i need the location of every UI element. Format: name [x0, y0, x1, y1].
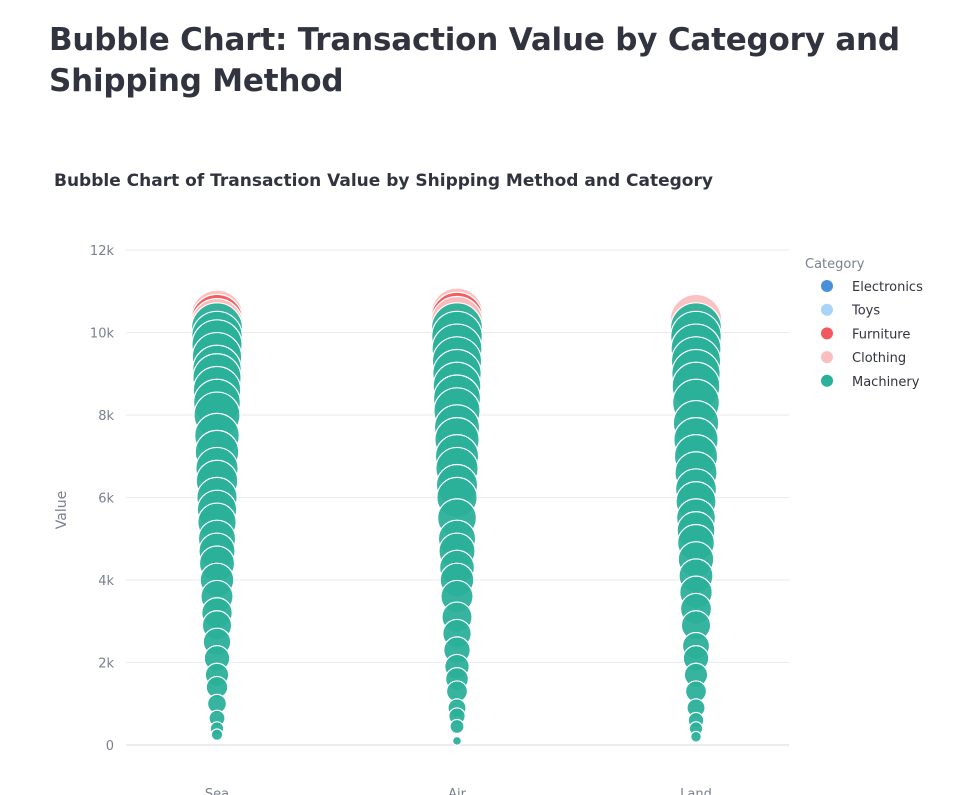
bubble-machinery: [210, 728, 224, 741]
legend-marker-toys: [821, 303, 833, 316]
bubble-machinery: [449, 718, 465, 735]
bubble-machinery: [690, 730, 702, 743]
y-tick-label: 6k: [98, 492, 114, 507]
x-tick-label: Sea: [205, 787, 229, 795]
legend-label-electronics: Electronics: [852, 280, 923, 295]
bubble-machinery: [452, 735, 462, 746]
legend-label-clothing: Clothing: [852, 351, 906, 366]
legend-title: Category: [805, 257, 865, 272]
y-axis-ticks: 0 2k 4k 6k 8k 10k 12k: [90, 244, 115, 754]
legend-label-furniture: Furniture: [852, 327, 910, 342]
legend-label-machinery: Machinery: [852, 375, 920, 390]
legend: Category Electronics Toys Furniture Clothin…: [805, 257, 923, 390]
chart-title: Bubble Chart of Transaction Value by Shi…: [54, 171, 713, 191]
legend-marker-electronics: [821, 280, 833, 292]
legend-marker-furniture: [821, 327, 833, 340]
y-axis-label: Value: [54, 491, 70, 529]
legend-marker-clothing: [821, 351, 833, 364]
bubbles: [190, 287, 723, 746]
y-tick-label: 10k: [90, 327, 115, 342]
x-tick-label: Land: [680, 787, 712, 795]
page-title: Bubble Chart: Transaction Value by Categ…: [49, 22, 900, 99]
legend-label-toys: Toys: [851, 304, 880, 319]
y-tick-label: 8k: [98, 409, 114, 424]
y-tick-label: 2k: [98, 657, 114, 672]
legend-marker-machinery: [821, 374, 833, 387]
y-tick-label: 0: [106, 739, 114, 754]
y-tick-label: 12k: [90, 244, 115, 259]
x-axis-ticks: Sea Air Land: [205, 787, 712, 795]
x-tick-label: Air: [448, 787, 467, 795]
y-tick-label: 4k: [98, 574, 114, 589]
